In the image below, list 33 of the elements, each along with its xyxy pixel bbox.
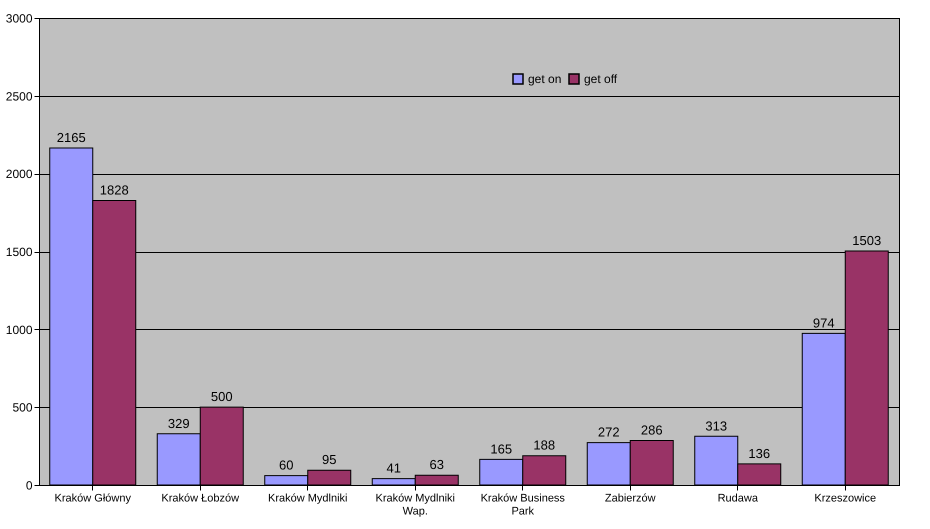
data-label: 313 (705, 418, 728, 434)
data-label: 974 (812, 315, 835, 330)
x-tick-label: Kraków Główny (54, 492, 132, 504)
data-label: 136 (748, 446, 770, 461)
x-tick-label: Kraków Łobzów (161, 492, 240, 504)
x-tick-label: Krzeszowice (814, 492, 876, 504)
x-tick-label: Kraków Mydlniki Wap. (376, 492, 455, 518)
data-label: 329 (168, 416, 190, 431)
data-label: 95 (322, 452, 336, 468)
data-label: 272 (598, 424, 620, 440)
data-label: 41 (386, 460, 401, 476)
x-tick-label: Rudawa (718, 492, 759, 504)
data-label: 165 (490, 441, 512, 456)
y-tick-label: 3000 (6, 12, 33, 26)
legend-label: get on (528, 72, 562, 86)
data-label: 500 (210, 389, 233, 404)
y-tick-label: 0 (26, 478, 33, 492)
y-tick-label: 2000 (6, 167, 33, 182)
data-label: 1503 (852, 233, 882, 248)
data-label: 286 (640, 422, 663, 438)
data-label: 2165 (56, 130, 86, 145)
y-tick-label: 1000 (6, 322, 33, 337)
y-tick-label: 500 (12, 400, 33, 415)
x-tick-label: Zabierzów (604, 492, 656, 504)
data-label: 60 (279, 458, 294, 473)
x-tick-label: Kraków Mydlniki (268, 492, 348, 504)
data-label: 188 (533, 438, 556, 453)
y-tick-label: 1500 (6, 245, 33, 259)
data-label: 1828 (100, 182, 129, 198)
legend-label: get off (584, 72, 618, 86)
x-tick-label: Kraków Business Park (480, 492, 566, 518)
y-tick-label: 2500 (6, 89, 33, 104)
data-label: 63 (430, 457, 444, 472)
